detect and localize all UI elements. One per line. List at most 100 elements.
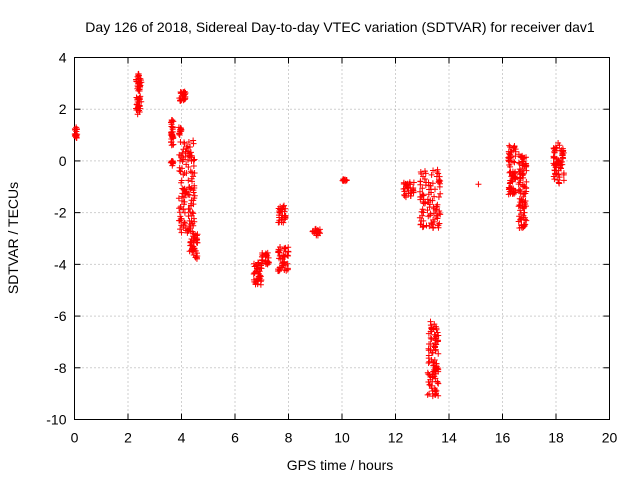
- y-tick-label: -10: [46, 412, 66, 428]
- x-tick-label: 12: [388, 430, 404, 446]
- data-point: [178, 97, 185, 104]
- data-point: [432, 339, 439, 346]
- y-axis-ticks: -10 -8 -6 -4 -2 0 2 4: [46, 50, 610, 428]
- data-point: [519, 170, 526, 177]
- data-point: [435, 392, 442, 399]
- data-point: [135, 96, 142, 103]
- data-point: [427, 341, 434, 348]
- data-point: [275, 268, 282, 275]
- data-point: [559, 152, 566, 159]
- data-point: [518, 222, 525, 229]
- data-point: [428, 336, 435, 343]
- data-points: [71, 70, 567, 400]
- data-point: [434, 222, 441, 229]
- data-point: [279, 256, 286, 263]
- data-point: [281, 202, 288, 209]
- data-point: [426, 204, 433, 211]
- data-point: [180, 201, 187, 208]
- data-point: [188, 169, 195, 176]
- data-point: [519, 204, 526, 211]
- data-point: [275, 248, 282, 255]
- data-point: [421, 176, 428, 183]
- data-point: [281, 245, 288, 252]
- data-point: [279, 205, 286, 212]
- data-point: [430, 224, 437, 231]
- data-point: [419, 212, 426, 219]
- data-point: [515, 151, 522, 158]
- data-point: [425, 355, 432, 362]
- data-point: [512, 146, 519, 153]
- data-point: [135, 84, 142, 91]
- data-point: [426, 223, 433, 230]
- data-point: [427, 212, 434, 219]
- data-point: [181, 220, 188, 227]
- data-point: [437, 190, 444, 197]
- data-point: [508, 154, 515, 161]
- data-point: [168, 119, 175, 126]
- data-point: [403, 182, 410, 189]
- data-point: [190, 173, 197, 180]
- data-point: [518, 211, 525, 218]
- data-point: [417, 188, 424, 195]
- data-point: [188, 202, 195, 209]
- data-point: [523, 154, 530, 161]
- data-point: [433, 206, 440, 213]
- data-point: [181, 219, 188, 226]
- data-point: [179, 150, 186, 157]
- data-point: [276, 217, 283, 224]
- data-point: [191, 169, 198, 176]
- data-point: [188, 242, 195, 249]
- data-point: [188, 217, 195, 224]
- data-point: [550, 153, 557, 160]
- data-point: [523, 178, 530, 185]
- data-point: [193, 253, 200, 260]
- data-point: [505, 184, 512, 191]
- data-point: [434, 338, 441, 345]
- data-point: [133, 76, 140, 83]
- data-point: [428, 219, 435, 226]
- data-point: [426, 372, 433, 379]
- data-point: [436, 183, 443, 190]
- data-point: [425, 199, 432, 206]
- data-point: [551, 162, 558, 169]
- data-point: [403, 190, 410, 197]
- data-point: [521, 209, 528, 216]
- data-point: [430, 216, 437, 223]
- data-point: [417, 178, 424, 185]
- y-tick-label: 4: [59, 50, 67, 66]
- data-point: [410, 179, 417, 186]
- data-point: [170, 141, 177, 148]
- data-point: [180, 146, 187, 153]
- data-point: [189, 245, 196, 252]
- data-point: [434, 201, 441, 208]
- data-point: [551, 145, 558, 152]
- data-point: [427, 334, 434, 341]
- data-point: [420, 196, 427, 203]
- data-point: [193, 250, 200, 257]
- x-axis-ticks: 0 2 4 6 8 10 12 14 16 18 20: [71, 57, 617, 446]
- data-point: [417, 168, 424, 175]
- data-point: [167, 131, 174, 138]
- data-point: [284, 260, 291, 267]
- data-point: [177, 168, 184, 175]
- data-point: [419, 206, 426, 213]
- data-point: [419, 192, 426, 199]
- data-point: [551, 176, 558, 183]
- data-point: [185, 206, 192, 213]
- data-point: [434, 166, 441, 173]
- data-point: [419, 185, 426, 192]
- data-point: [523, 217, 530, 224]
- data-point: [512, 153, 519, 160]
- data-point: [190, 137, 197, 144]
- data-point: [409, 186, 416, 193]
- data-point: [278, 206, 285, 213]
- data-point: [435, 350, 442, 357]
- data-point: [559, 151, 566, 158]
- data-point: [190, 197, 197, 204]
- data-point: [430, 210, 437, 217]
- data-point: [515, 218, 522, 225]
- data-point: [177, 226, 184, 233]
- x-tick-label: 8: [285, 430, 293, 446]
- data-point: [190, 210, 197, 217]
- data-point: [420, 223, 427, 230]
